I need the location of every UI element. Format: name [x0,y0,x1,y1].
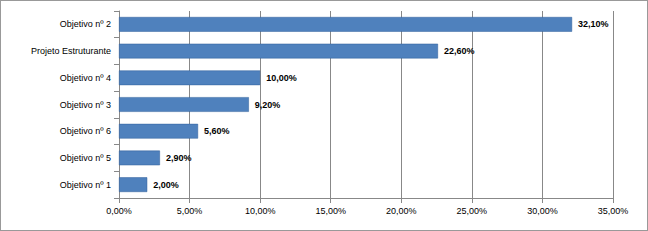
svg-text:Projeto Estruturante: Projeto Estruturante [31,46,111,56]
svg-text:25,00%: 25,00% [457,206,488,216]
svg-text:9,20%: 9,20% [255,100,281,110]
svg-text:30,00%: 30,00% [527,206,558,216]
svg-text:Objetivo nº 1: Objetivo nº 1 [60,180,111,190]
svg-text:2,90%: 2,90% [166,153,192,163]
svg-text:Objetivo nº 5: Objetivo nº 5 [60,153,111,163]
svg-text:10,00%: 10,00% [266,73,297,83]
svg-text:Objetivo nº 6: Objetivo nº 6 [60,126,111,136]
svg-text:Objetivo nº 3: Objetivo nº 3 [60,100,111,110]
svg-text:10,00%: 10,00% [245,206,276,216]
svg-text:2,00%: 2,00% [153,180,179,190]
svg-text:32,10%: 32,10% [578,19,609,29]
svg-text:5,00%: 5,00% [177,206,203,216]
svg-text:22,60%: 22,60% [444,46,475,56]
svg-text:5,60%: 5,60% [204,126,230,136]
svg-text:15,00%: 15,00% [315,206,346,216]
svg-text:Objetivo nº 2: Objetivo nº 2 [60,19,111,29]
svg-text:35,00%: 35,00% [598,206,629,216]
svg-text:0,00%: 0,00% [106,206,132,216]
svg-text:20,00%: 20,00% [386,206,417,216]
svg-text:Objetivo nº 4: Objetivo nº 4 [60,73,111,83]
